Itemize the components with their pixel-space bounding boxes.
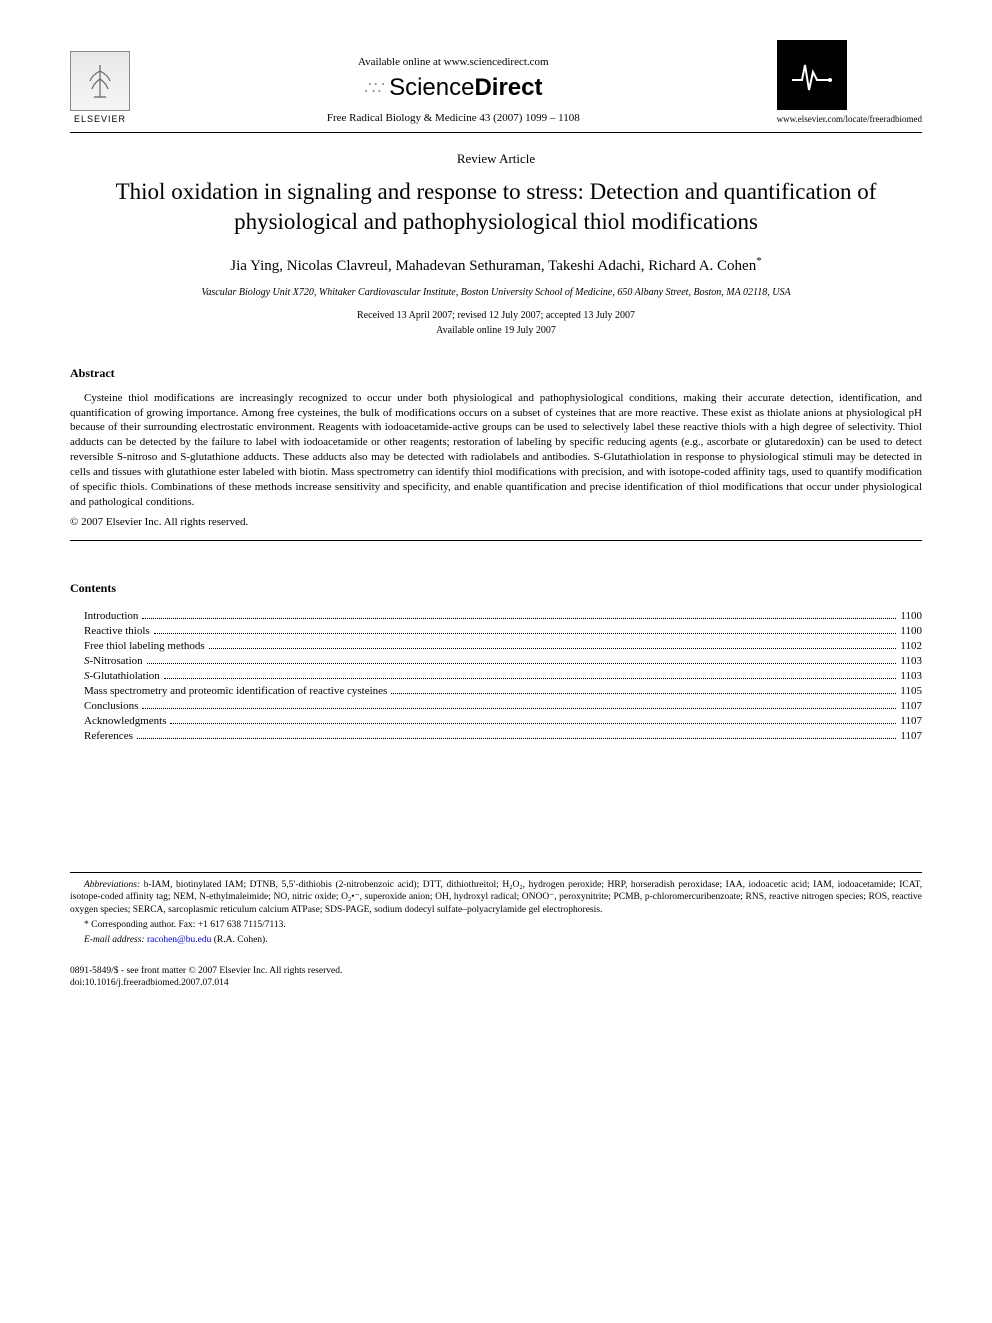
toc-item: Introduction 1100 — [84, 610, 922, 622]
toc-label: Free thiol labeling methods — [84, 640, 205, 652]
toc-item: Conclusions 1107 — [84, 700, 922, 712]
footer-section: Abbreviations: b-IAM, biotinylated IAM; … — [70, 872, 922, 991]
affiliation: Vascular Biology Unit X720, Whitaker Car… — [70, 287, 922, 298]
toc-dots — [142, 618, 896, 619]
abstract-text: Cysteine thiol modifications are increas… — [70, 391, 922, 510]
toc-page: 1100 — [900, 610, 922, 622]
issn-line: 0891-5849/$ - see front matter © 2007 El… — [70, 965, 922, 978]
elsevier-tree-icon — [70, 51, 130, 111]
abbrev-text: b-IAM, biotinylated IAM; DTNB, 5,5′-dith… — [70, 880, 922, 916]
available-online-text: Available online at www.sciencedirect.co… — [150, 56, 757, 68]
sd-suffix: Direct — [474, 74, 542, 101]
toc-label: Introduction — [84, 610, 138, 622]
corr-text: Corresponding author. Fax: +1 617 638 71… — [89, 920, 286, 930]
toc-item: S-Nitrosation 1103 — [84, 655, 922, 667]
sd-prefix: Science — [389, 74, 474, 101]
abstract-copyright: © 2007 Elsevier Inc. All rights reserved… — [70, 516, 922, 528]
abstract-section: Abstract Cysteine thiol modifications ar… — [70, 366, 922, 541]
abstract-rule — [70, 540, 922, 541]
email-link[interactable]: racohen@bu.edu — [147, 935, 211, 945]
email-line: E-mail address: racohen@bu.edu (R.A. Coh… — [70, 934, 922, 947]
toc-label: References — [84, 730, 133, 742]
authors: Jia Ying, Nicolas Clavreul, Mahadevan Se… — [70, 255, 922, 275]
toc-page: 1105 — [900, 685, 922, 697]
doi-line: doi:10.1016/j.freeradbiomed.2007.07.014 — [70, 977, 922, 990]
toc-label: S-Nitrosation — [84, 655, 143, 667]
toc-label: Reactive thiols — [84, 625, 150, 637]
toc-item: S-Glutathiolation 1103 — [84, 670, 922, 682]
header-rule — [70, 132, 922, 133]
page-header: ELSEVIER Available online at www.science… — [70, 40, 922, 124]
toc-item: Reactive thiols 1100 — [84, 625, 922, 637]
journal-logo-block: www.elsevier.com/locate/freeradbiomed — [777, 40, 922, 124]
toc-label: Mass spectrometry and proteomic identifi… — [84, 685, 387, 697]
toc-page: 1100 — [900, 625, 922, 637]
toc-dots — [142, 708, 896, 709]
sciencedirect-logo: ∴∵ ScienceDirect — [150, 74, 757, 102]
elsevier-logo: ELSEVIER — [70, 51, 130, 124]
contents-heading: Contents — [70, 581, 922, 596]
toc-item: Acknowledgments 1107 — [84, 715, 922, 727]
received-dates: Received 13 April 2007; revised 12 July … — [70, 310, 922, 321]
toc-page: 1102 — [900, 640, 922, 652]
toc-dots — [154, 633, 897, 634]
toc-dots — [147, 663, 897, 664]
article-type: Review Article — [70, 151, 922, 167]
toc-page: 1107 — [900, 700, 922, 712]
abbrev-label: Abbreviations: — [84, 880, 140, 890]
toc-page: 1107 — [900, 730, 922, 742]
sd-dots-icon: ∴∵ — [364, 78, 383, 99]
abstract-heading: Abstract — [70, 366, 922, 381]
online-date: Available online 19 July 2007 — [70, 325, 922, 336]
toc-dots — [209, 648, 897, 649]
authors-list: Jia Ying, Nicolas Clavreul, Mahadevan Se… — [230, 258, 756, 274]
toc-page: 1103 — [900, 655, 922, 667]
article-title: Thiol oxidation in signaling and respons… — [70, 177, 922, 237]
journal-url: www.elsevier.com/locate/freeradbiomed — [777, 114, 922, 124]
elsevier-label: ELSEVIER — [74, 114, 126, 124]
toc-label: Acknowledgments — [84, 715, 166, 727]
bottom-info: 0891-5849/$ - see front matter © 2007 El… — [70, 965, 922, 991]
toc-item: Mass spectrometry and proteomic identifi… — [84, 685, 922, 697]
abbreviations: Abbreviations: b-IAM, biotinylated IAM; … — [70, 879, 922, 917]
toc-dots — [391, 693, 896, 694]
toc-page: 1103 — [900, 670, 922, 682]
toc-page: 1107 — [900, 715, 922, 727]
toc-item: Free thiol labeling methods 1102 — [84, 640, 922, 652]
toc-dots — [164, 678, 897, 679]
journal-reference: Free Radical Biology & Medicine 43 (2007… — [150, 112, 757, 124]
contents-section: Contents Introduction1100Reactive thiols… — [70, 581, 922, 742]
toc-dots — [137, 738, 897, 739]
toc-item: References 1107 — [84, 730, 922, 742]
toc-label: S-Glutathiolation — [84, 670, 160, 682]
journal-logo-icon — [777, 40, 847, 110]
toc-list: Introduction 1100 Reactive thiols 1100 Free … — [70, 610, 922, 742]
toc-label: Conclusions — [84, 700, 138, 712]
email-label: E-mail address: — [84, 935, 145, 945]
email-suffix: (R.A. Cohen). — [211, 935, 267, 945]
toc-dots — [170, 723, 896, 724]
corresponding-author: * Corresponding author. Fax: +1 617 638 … — [70, 919, 922, 932]
center-header: Available online at www.sciencedirect.co… — [130, 56, 777, 124]
corresponding-marker: * — [756, 255, 762, 267]
